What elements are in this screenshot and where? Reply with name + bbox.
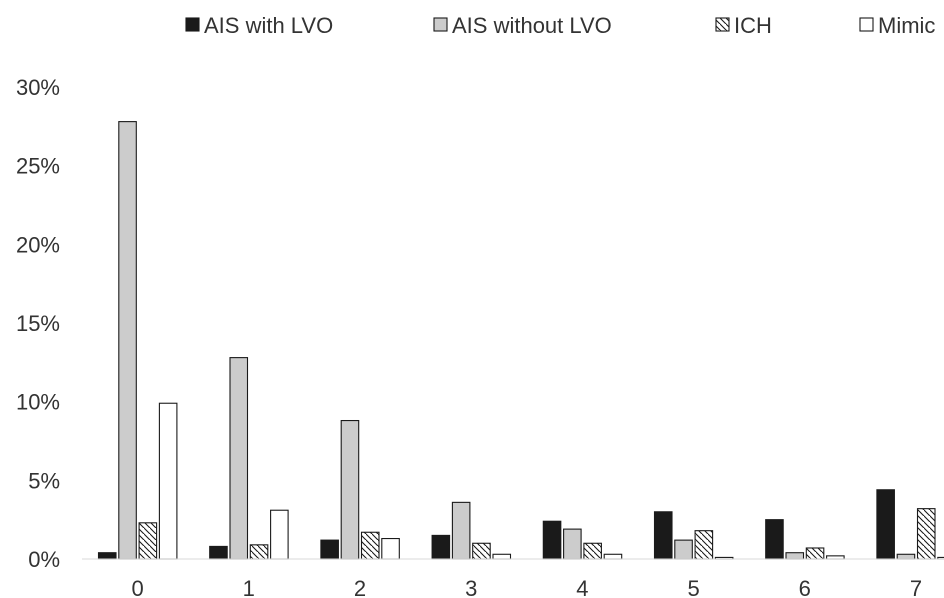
legend-swatch	[715, 17, 730, 32]
y-tick-label: 20%	[16, 232, 60, 257]
x-axis: 0 1 2 3 4 5 6 7	[131, 576, 922, 598]
legend-swatch	[185, 17, 200, 32]
bar-ich-7	[916, 508, 936, 560]
legend-swatch	[859, 17, 874, 32]
y-tick-label: 5%	[28, 468, 60, 493]
bar-ich-2	[360, 531, 380, 560]
y-tick-label: 10%	[16, 390, 60, 415]
legend-label: AIS with LVO	[204, 13, 333, 38]
bar-group-6	[765, 519, 845, 560]
bar-ais-with-lvo-6	[765, 519, 784, 560]
x-tick-label: 3	[465, 576, 477, 598]
legend-label: ICH	[734, 13, 772, 38]
bar-ais-with-lvo-0	[97, 552, 117, 560]
legend: AIS with LVO AIS without LVO ICH Mimic	[185, 13, 935, 38]
bar-group-0	[97, 121, 178, 560]
bar-group-3	[431, 501, 512, 560]
bar-ais-without-lvo-3	[451, 501, 471, 560]
legend-swatch	[433, 17, 448, 32]
bar-mimic-3	[492, 553, 512, 560]
bar-ais-without-lvo-7	[896, 553, 916, 560]
bar-ais-without-lvo-5	[674, 539, 693, 560]
bar-mimic-7	[937, 556, 944, 560]
x-tick-label: 7	[910, 576, 922, 598]
bar-ais-with-lvo-2	[320, 539, 339, 560]
legend-label: AIS without LVO	[452, 13, 612, 38]
bar-ais-without-lvo-2	[340, 419, 360, 560]
bar-ais-with-lvo-1	[209, 545, 228, 560]
bars	[97, 121, 944, 560]
bar-group-1	[209, 357, 289, 560]
bar-group-2	[320, 419, 400, 560]
bar-mimic-0	[158, 402, 178, 560]
y-tick-label: 0%	[28, 547, 60, 572]
bar-ais-with-lvo-7	[876, 489, 895, 560]
bar-ich-5	[694, 530, 714, 560]
legend-item: Mimic	[859, 13, 935, 38]
x-tick-label: 1	[243, 576, 255, 598]
bar-group-5	[653, 511, 734, 560]
bar-ich-1	[249, 544, 269, 560]
bar-mimic-2	[381, 537, 400, 560]
bar-mimic-4	[603, 553, 623, 560]
bar-ais-with-lvo-4	[542, 520, 562, 560]
bar-ais-without-lvo-6	[785, 552, 805, 560]
bar-ich-4	[583, 542, 602, 560]
y-axis: 0% 5% 10% 15% 20% 25% 30%	[16, 75, 60, 572]
bar-ich-0	[138, 522, 158, 560]
legend-item: ICH	[715, 13, 772, 38]
bar-ich-3	[472, 542, 491, 560]
x-tick-label: 5	[687, 576, 699, 598]
bar-ich-6	[805, 547, 825, 560]
bar-ais-without-lvo-0	[118, 121, 137, 560]
bar-mimic-1	[270, 509, 289, 560]
bar-ais-with-lvo-5	[653, 511, 673, 560]
y-tick-label: 30%	[16, 75, 60, 100]
legend-item: AIS without LVO	[433, 13, 612, 38]
x-tick-label: 2	[354, 576, 366, 598]
y-tick-label: 15%	[16, 311, 60, 336]
bar-ais-without-lvo-1	[229, 357, 249, 560]
x-tick-label: 6	[799, 576, 811, 598]
bar-group-4	[542, 520, 623, 560]
legend-label: Mimic	[878, 13, 935, 38]
bar-ais-with-lvo-3	[431, 534, 451, 560]
y-tick-label: 25%	[16, 154, 60, 179]
x-tick-label: 4	[576, 576, 588, 598]
bar-ais-without-lvo-4	[563, 528, 582, 560]
legend-item: AIS with LVO	[185, 13, 333, 38]
bar-group-7	[876, 489, 944, 560]
x-tick-label: 0	[131, 576, 143, 598]
